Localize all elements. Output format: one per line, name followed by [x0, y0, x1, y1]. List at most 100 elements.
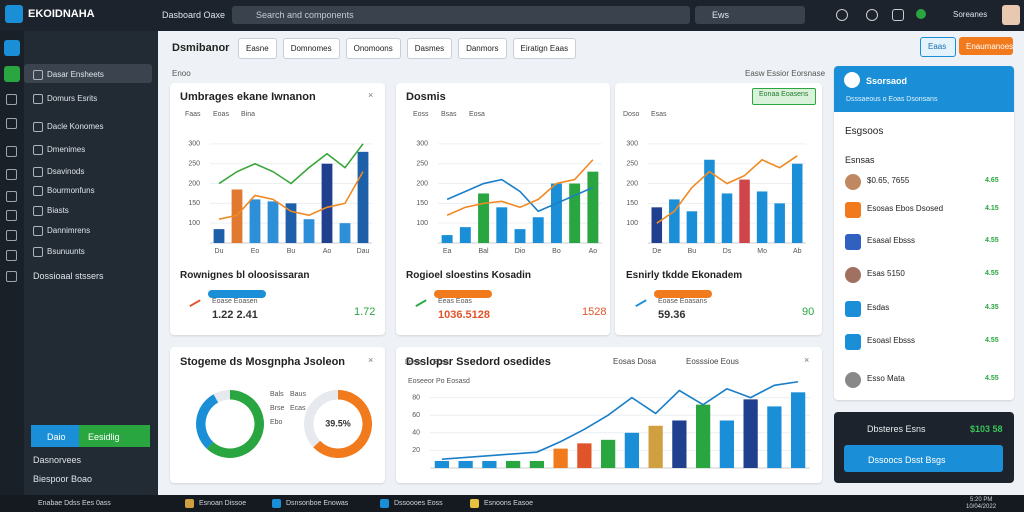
bar — [601, 439, 616, 468]
task-icon[interactable] — [470, 499, 479, 508]
nav-item[interactable]: Biasts — [47, 206, 69, 215]
toggle-right[interactable] — [79, 425, 150, 447]
button[interactable] — [959, 37, 1013, 55]
icon[interactable] — [892, 9, 904, 21]
task-app[interactable]: Esnoons Easoe — [484, 500, 534, 507]
rail-icon[interactable] — [6, 191, 17, 202]
bar — [669, 199, 680, 243]
close[interactable]: × — [804, 355, 810, 365]
donut-label: Ecas — [290, 405, 306, 412]
y-tick-label: 150 — [416, 200, 428, 207]
bar — [506, 460, 521, 468]
nav-item[interactable]: Bsunuunts — [47, 247, 85, 256]
rail-icon[interactable] — [6, 94, 17, 105]
rail-icon[interactable] — [6, 230, 17, 241]
button[interactable] — [920, 37, 956, 57]
y-tick-label: 250 — [188, 161, 200, 168]
close[interactable]: × — [368, 90, 374, 100]
x-tick-label: Dio — [515, 248, 526, 255]
item-value: 4.65 — [985, 177, 999, 184]
nav-item[interactable]: Domurs Esrits — [47, 94, 98, 103]
rail-icon[interactable] — [6, 271, 17, 282]
dark-card-button[interactable] — [844, 445, 1003, 472]
bar — [285, 203, 297, 243]
logo-icon — [5, 5, 23, 23]
card-title: Dosmis — [406, 91, 446, 103]
sidebar-section[interactable]: Dossioaal stssers — [33, 271, 104, 281]
close[interactable]: × — [368, 355, 374, 365]
filter-select[interactable] — [695, 6, 805, 24]
nav-item[interactable]: Dsavinods — [47, 167, 85, 176]
task-app[interactable]: Dssoooes Eoss — [394, 500, 443, 507]
task-icon[interactable] — [185, 499, 194, 508]
rail-icon[interactable] — [4, 40, 20, 56]
item-name[interactable]: Esosas Ebos Dsosed — [867, 204, 944, 213]
item-value: 4.55 — [985, 375, 999, 382]
legend-label: Eoss — [413, 111, 429, 118]
tab[interactable]: Danmors — [458, 38, 507, 59]
card-link[interactable]: Eosssioe Eous — [686, 357, 739, 366]
item-name[interactable]: Esoasl Ebsss — [867, 336, 916, 345]
tab[interactable]: Onomoons — [345, 38, 401, 59]
avatar[interactable] — [1002, 5, 1020, 25]
panel-icon — [844, 72, 860, 88]
rail-icon[interactable] — [6, 146, 17, 157]
sidebar-footer[interactable]: Biespoor Boao — [33, 474, 93, 484]
panel-row[interactable]: Esgsoos — [845, 126, 884, 137]
user-name[interactable]: Soreanes — [953, 10, 988, 19]
item-name[interactable]: $0.65, 7655 — [867, 176, 910, 185]
bar — [321, 163, 333, 243]
item-name[interactable]: Esasal Ebsss — [867, 236, 916, 245]
item-name[interactable]: Esso Mata — [867, 374, 905, 383]
tab[interactable]: Easne — [238, 38, 277, 59]
tab[interactable]: Domnomes — [282, 38, 340, 59]
nav-item[interactable]: Bourmonfuns — [47, 186, 95, 195]
dark-card-title: Dbsteres Esns — [867, 424, 926, 434]
card-button[interactable] — [752, 88, 816, 105]
tab[interactable]: Eiratign Eaas — [512, 38, 577, 59]
card-footer-title: Rownignes bl oloosissaran — [180, 270, 310, 281]
icon[interactable] — [866, 9, 878, 21]
task-icon[interactable] — [272, 499, 281, 508]
nav-icon — [33, 94, 43, 104]
item-name[interactable]: Esas 5150 — [867, 269, 905, 278]
bar — [458, 460, 473, 468]
rail-icon[interactable] — [6, 169, 17, 180]
rail-icon[interactable] — [6, 250, 17, 261]
card-link[interactable]: Eosas Dosa — [613, 357, 657, 366]
legend-label: Bsas — [441, 111, 457, 118]
side-panel — [834, 66, 1014, 400]
rail-icon[interactable] — [6, 118, 17, 129]
nav-item[interactable]: Dannimrens — [47, 226, 91, 235]
toggle-left[interactable] — [31, 425, 79, 447]
rail-icon[interactable] — [4, 66, 20, 82]
icon[interactable] — [916, 9, 926, 19]
stat: 59.36 — [658, 309, 686, 321]
logo: EKOIDNAHA — [28, 8, 95, 20]
bar — [434, 460, 449, 468]
search-box[interactable] — [232, 6, 690, 24]
icon[interactable] — [836, 9, 848, 21]
tab[interactable]: Dasmes — [406, 38, 453, 59]
sidebar-footer[interactable]: Dasnorvees — [33, 455, 82, 465]
app-name[interactable]: Dasboard Oaxe — [162, 10, 226, 20]
bar — [587, 171, 599, 243]
item-name[interactable]: Esdas — [867, 303, 890, 312]
panel-title: Ssorsaod — [866, 76, 908, 86]
rail-icon[interactable] — [6, 210, 17, 221]
bar — [756, 191, 768, 243]
taskbar-search[interactable]: Enabae Ddss Ees 0ass — [38, 500, 111, 507]
nav-item[interactable]: Dasar Ensheets — [47, 70, 104, 79]
donut-segment — [206, 390, 264, 459]
x-tick-label: De — [652, 248, 661, 255]
task-app[interactable]: Dsnsonboe Enowas — [286, 500, 349, 507]
nav-item[interactable]: Dmenimes — [47, 145, 86, 154]
task-app[interactable]: Esnoan Dissoe — [199, 500, 247, 507]
y-tick-label: 200 — [416, 180, 428, 187]
donut-segment — [304, 390, 338, 448]
clock-date: 10/04/2022 — [966, 504, 997, 510]
nav-item[interactable]: Dacle Konomes — [47, 122, 104, 131]
task-icon[interactable] — [380, 499, 389, 508]
nav-icon — [33, 122, 43, 132]
y-tick-label: 40 — [412, 430, 420, 437]
